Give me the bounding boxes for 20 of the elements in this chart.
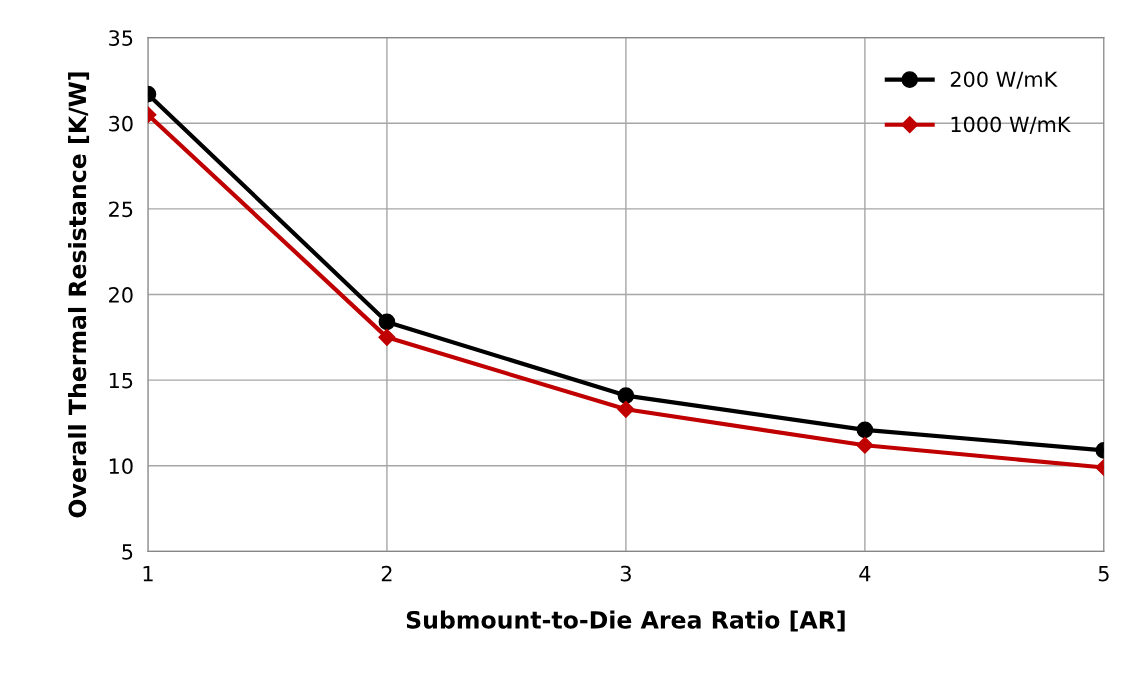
y-tick-label: 25 [109,201,133,218]
y-tick-label: 10 [109,458,133,475]
y-tick-label: 35 [109,30,133,46]
y-tick-label: 5 [122,544,133,560]
legend-label: 200 W/mK [950,71,1058,89]
x-tick-label: 4 [859,565,871,582]
point [378,328,396,346]
y-tick-label: 15 [109,372,133,389]
legend-label: 1000 W/mK [951,116,1071,134]
y-tick-label: 30 [109,115,133,132]
y-axis-title: Overall Thermal Resistance [K/W] [68,72,90,518]
x-tick-label: 3 [620,565,631,582]
x-tick-label: 2 [381,565,392,582]
point [378,313,396,331]
x-axis-title: Submount-to-Die Area Ratio [AR] [406,610,845,632]
y-tick-label: 20 [109,287,133,303]
point [617,387,635,404]
x-tick-label: 1 [143,565,153,582]
x-tick-label: 5 [1098,565,1109,582]
point [617,400,635,418]
